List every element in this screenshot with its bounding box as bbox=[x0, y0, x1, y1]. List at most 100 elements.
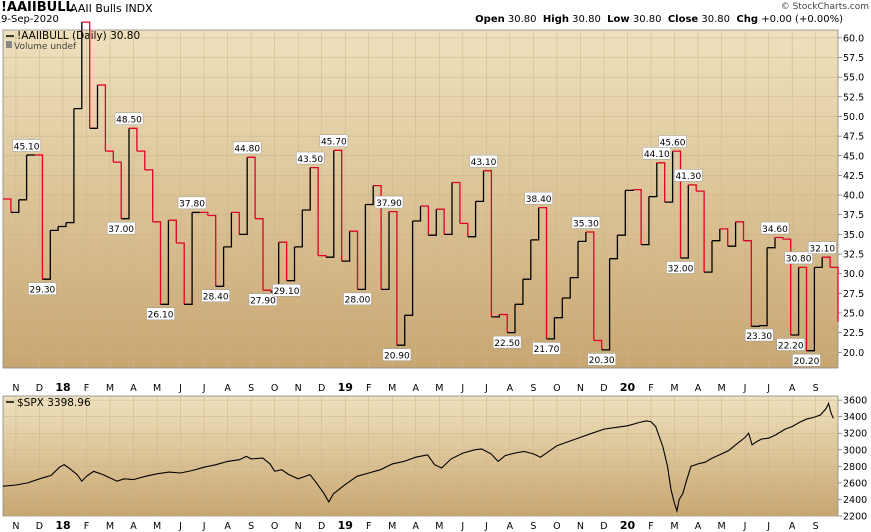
sentiment-step-segment bbox=[152, 221, 162, 305]
sentiment-panel-background bbox=[2, 29, 839, 369]
sentiment-step-segment bbox=[530, 207, 540, 241]
value-callout-label: 22.50 bbox=[494, 339, 520, 349]
sentiment-step-segment bbox=[3, 198, 12, 213]
value-callout-label: 43.10 bbox=[471, 158, 497, 168]
value-callout-box bbox=[492, 335, 522, 349]
x-tick-label: A bbox=[413, 521, 420, 532]
x-tick-label: S bbox=[813, 383, 819, 394]
value-callout-box bbox=[146, 307, 175, 321]
value-callout-box bbox=[106, 221, 136, 235]
sentiment-panel-ytick-label: 25.0 bbox=[843, 308, 864, 319]
value-callout-label: 23.30 bbox=[746, 332, 772, 342]
x-tick-label: A bbox=[224, 383, 231, 394]
x-tick-label: J bbox=[202, 383, 206, 394]
sentiment-panel-ytick-label: 35.0 bbox=[843, 230, 864, 241]
sentiment-step-segment bbox=[782, 238, 792, 335]
value-callout: 26.10 bbox=[146, 307, 175, 321]
x-tick-label: 19 bbox=[338, 519, 353, 532]
sentiment-step-segment bbox=[483, 170, 493, 317]
sentiment-panel-ytick-label: 52.5 bbox=[843, 92, 864, 103]
sentiment-step-segment bbox=[396, 315, 406, 346]
value-callout-label: 35.30 bbox=[573, 219, 599, 229]
x-tick-label: J bbox=[460, 383, 464, 394]
value-callout: 22.20 bbox=[776, 338, 805, 351]
sentiment-panel-ytick-label: 27.5 bbox=[843, 289, 864, 300]
value-callout: 20.90 bbox=[382, 348, 412, 362]
sentiment-step-segment bbox=[184, 212, 193, 305]
value-callout-label: 45.10 bbox=[14, 142, 40, 152]
x-tick-label: J bbox=[743, 521, 747, 532]
open-label: Open bbox=[475, 14, 505, 25]
value-callout-label: 41.30 bbox=[675, 172, 701, 182]
value-callout-box bbox=[319, 134, 349, 148]
value-callout: 20.30 bbox=[587, 353, 616, 366]
value-callout-label: 28.40 bbox=[203, 293, 229, 303]
value-callout-box bbox=[524, 191, 553, 205]
chart-header: !AAIIBULL AAII Bulls INDX 9-Sep-2020 © S… bbox=[0, 0, 871, 28]
value-callout: 21.70 bbox=[532, 342, 561, 355]
sentiment-step-segment bbox=[404, 221, 414, 316]
x-tick-label: J bbox=[484, 383, 488, 394]
sentiment-step-segment bbox=[389, 210, 398, 346]
value-callout-box bbox=[201, 289, 230, 303]
sentiment-step-segment bbox=[444, 182, 453, 236]
sentiment-step-segment bbox=[381, 211, 390, 291]
value-callout: 45.70 bbox=[319, 134, 349, 148]
x-tick-label: M bbox=[435, 383, 443, 394]
sentiment-step-segment bbox=[294, 210, 303, 248]
x-tick-label: M bbox=[153, 383, 161, 394]
sentiment-step-segment bbox=[601, 258, 611, 351]
x-tick-label: D bbox=[318, 383, 325, 394]
x-tick-label: D bbox=[36, 521, 43, 532]
spx-line bbox=[2, 401, 834, 514]
sentiment-step-segment bbox=[310, 166, 319, 256]
sentiment-panel-ytick-label: 40.0 bbox=[843, 191, 864, 202]
high-value: 30.80 bbox=[572, 14, 601, 25]
value-callout: 34.60 bbox=[760, 221, 790, 235]
sentiment-step-segment bbox=[341, 231, 351, 262]
x-tick-label: J bbox=[766, 521, 770, 532]
sentiment-step-segment bbox=[499, 313, 508, 333]
sentiment-step-segment bbox=[58, 222, 67, 228]
low-label: Low bbox=[607, 14, 630, 25]
value-callout: 29.10 bbox=[272, 283, 301, 297]
sentiment-step-segment bbox=[609, 235, 619, 260]
x-tick-label: 20 bbox=[620, 519, 636, 532]
sentiment-step-segment bbox=[467, 201, 477, 238]
sentiment-step-segment bbox=[790, 267, 800, 336]
sentiment-panel-ytick-label: 20.0 bbox=[843, 348, 864, 359]
x-tick-label: J bbox=[484, 521, 488, 532]
sentiment-step-segment bbox=[751, 325, 760, 327]
value-callout: 23.30 bbox=[744, 328, 774, 342]
credit[interactable]: © StockCharts.com bbox=[780, 2, 869, 12]
sentiment-panel-ytick-label: 45.0 bbox=[843, 151, 864, 162]
x-tick-label: N bbox=[12, 383, 19, 394]
value-callout-label: 29.30 bbox=[30, 285, 56, 295]
x-tick-label: M bbox=[670, 521, 678, 532]
x-tick-label: A bbox=[130, 521, 137, 532]
value-callout: 27.90 bbox=[248, 293, 278, 306]
symbol-description: AAII Bulls INDX bbox=[70, 2, 153, 15]
sentiment-step-segment bbox=[239, 157, 248, 236]
value-callout-label: 30.80 bbox=[786, 255, 812, 265]
sentiment-step-segment bbox=[113, 161, 122, 219]
x-tick-label: A bbox=[789, 521, 796, 532]
x-tick-label: 18 bbox=[55, 519, 70, 532]
sentiment-step-segment bbox=[562, 277, 571, 299]
x-tick-label: N bbox=[295, 521, 302, 532]
sentiment-step-segment bbox=[42, 230, 51, 280]
sentiment-step-segment bbox=[554, 298, 563, 319]
sentiment-step-segment bbox=[365, 185, 374, 206]
value-callout-label: 45.70 bbox=[321, 138, 347, 148]
value-callout: 45.10 bbox=[12, 139, 41, 152]
sentiment-step-segment bbox=[648, 162, 658, 198]
value-callout: 37.00 bbox=[106, 221, 136, 235]
sentiment-step-segment bbox=[767, 237, 776, 249]
close-label: Close bbox=[667, 14, 699, 25]
value-callout-label: 38.40 bbox=[526, 195, 552, 205]
value-callout-box bbox=[28, 282, 57, 295]
spx-panel-ytick-label: 3000 bbox=[843, 445, 867, 456]
sentiment-step-segment bbox=[806, 267, 816, 352]
sentiment-step-segment bbox=[633, 188, 642, 245]
sentiment-step-segment bbox=[66, 108, 75, 224]
